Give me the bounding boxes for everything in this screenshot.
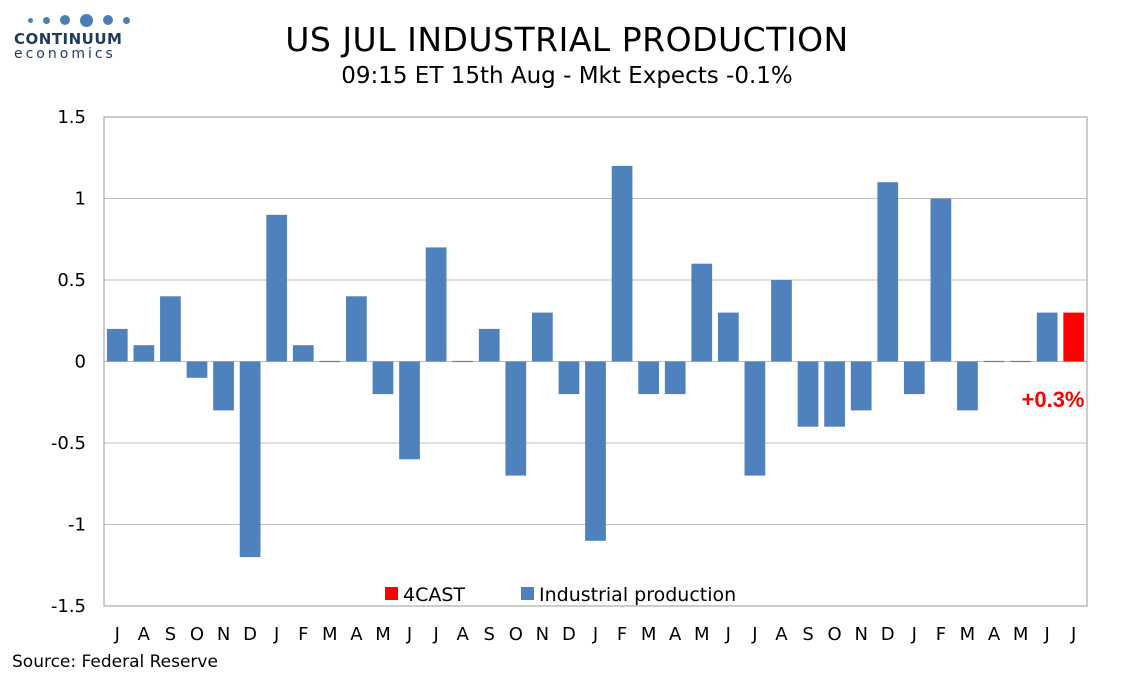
y-tick-label: 1.5 (57, 107, 86, 128)
bar-industrial-production (824, 361, 845, 427)
y-axis-ticks: 1.5 1 0.5 0 -0.5 -1 -1.5 (51, 107, 86, 617)
x-tick-label: F (298, 624, 308, 645)
x-tick-label: D (881, 624, 895, 645)
bar-industrial-production (691, 263, 713, 362)
x-tick-label: M (322, 624, 338, 645)
bar-industrial-production (346, 296, 367, 362)
x-tick-label: A (775, 624, 788, 645)
bar-industrial-production (744, 361, 766, 476)
bar-industrial-production (186, 361, 208, 378)
x-tick-label: M (1013, 624, 1029, 645)
bar-industrial-production (239, 361, 261, 558)
bar-industrial-production (585, 361, 606, 541)
bar-4cast (1063, 312, 1085, 362)
x-tick-label: O (190, 624, 204, 645)
x-tick-label: J (432, 624, 438, 645)
bar-industrial-production (213, 361, 234, 411)
y-tick-label: -1.5 (51, 596, 86, 617)
bar-industrial-production (957, 361, 978, 411)
bar-industrial-production (478, 328, 500, 362)
bar-industrial-production (717, 312, 739, 362)
forecast-annotation: +0.3% (1022, 387, 1085, 412)
bar-industrial-production (372, 361, 394, 395)
y-tick-label: -1 (68, 515, 86, 536)
bar-industrial-production (771, 280, 792, 362)
bar-industrial-production (797, 361, 819, 427)
bar-industrial-production (266, 214, 288, 362)
bar-industrial-production (505, 361, 527, 476)
x-tick-label: A (669, 624, 682, 645)
bar-industrial-production (452, 360, 474, 363)
source-note: Source: Federal Reserve (12, 652, 218, 672)
x-tick-label: M (960, 624, 976, 645)
x-tick-label: S (165, 624, 176, 645)
logo: CONTINUUM economics (14, 13, 134, 78)
y-tick-label: -0.5 (51, 433, 86, 454)
x-tick-label: M (641, 624, 657, 645)
bar-industrial-production (1010, 360, 1031, 363)
x-tick-label: J (1070, 624, 1076, 645)
bar-industrial-production (133, 345, 155, 362)
x-tick-label: J (114, 624, 120, 645)
legend-label-industrial-production: Industrial production (539, 584, 736, 606)
bar-industrial-production (532, 312, 553, 362)
bar-industrial-production (106, 328, 128, 362)
chart-title: US JUL INDUSTRIAL PRODUCTION (285, 20, 849, 59)
x-tick-label: F (936, 624, 946, 645)
x-tick-label: D (243, 624, 257, 645)
bar-industrial-production (1036, 312, 1058, 362)
logo-dots-icon (28, 13, 134, 27)
legend-label-4cast: 4CAST (403, 584, 465, 606)
y-tick-label: 0 (75, 352, 86, 373)
bar-industrial-production (850, 361, 872, 411)
x-tick-label: N (854, 624, 867, 645)
x-tick-label: J (1043, 624, 1049, 645)
legend-swatch-4cast (385, 587, 398, 600)
y-tick-label: 0.5 (57, 270, 86, 291)
plot-area-border (103, 116, 1088, 607)
bar-industrial-production (160, 296, 181, 362)
x-tick-label: F (617, 624, 627, 645)
bar-industrial-production (930, 198, 952, 362)
bar-industrial-production (903, 361, 925, 395)
x-tick-label: S (484, 624, 495, 645)
x-tick-label: J (751, 624, 757, 645)
x-tick-label: M (375, 624, 391, 645)
x-tick-label: N (217, 624, 230, 645)
chart-subtitle: 09:15 ET 15th Aug - Mkt Expects -0.1% (341, 63, 793, 89)
bar-industrial-production (319, 360, 341, 363)
bar-industrial-production (558, 361, 580, 395)
x-tick-label: S (802, 624, 813, 645)
x-tick-label: A (456, 624, 469, 645)
x-tick-label: A (988, 624, 1001, 645)
x-tick-label: A (138, 624, 151, 645)
x-tick-label: D (562, 624, 576, 645)
bars (106, 165, 1085, 558)
x-tick-label: J (273, 624, 279, 645)
x-tick-label: O (509, 624, 523, 645)
x-tick-label: J (725, 624, 731, 645)
x-tick-label: O (828, 624, 842, 645)
y-tick-label: 1 (75, 189, 86, 210)
x-tick-label: N (536, 624, 549, 645)
bar-industrial-production (611, 165, 633, 362)
legend-swatch-industrial-production (521, 587, 534, 600)
x-tick-label: J (406, 624, 412, 645)
bar-industrial-production (638, 361, 659, 395)
bar-industrial-production (983, 360, 1005, 363)
x-tick-label: J (911, 624, 917, 645)
legend: 4CAST Industrial production (385, 584, 736, 606)
bar-industrial-production (399, 361, 420, 460)
bar-industrial-production (292, 345, 314, 362)
x-tick-label: J (592, 624, 598, 645)
bar-industrial-production (425, 247, 447, 362)
x-tick-label: A (350, 624, 363, 645)
logo-tagline: economics (14, 46, 116, 62)
bar-industrial-production (664, 361, 686, 395)
x-tick-label: M (694, 624, 710, 645)
bar-industrial-production (877, 182, 899, 362)
logo-name: CONTINUUM (14, 30, 123, 48)
